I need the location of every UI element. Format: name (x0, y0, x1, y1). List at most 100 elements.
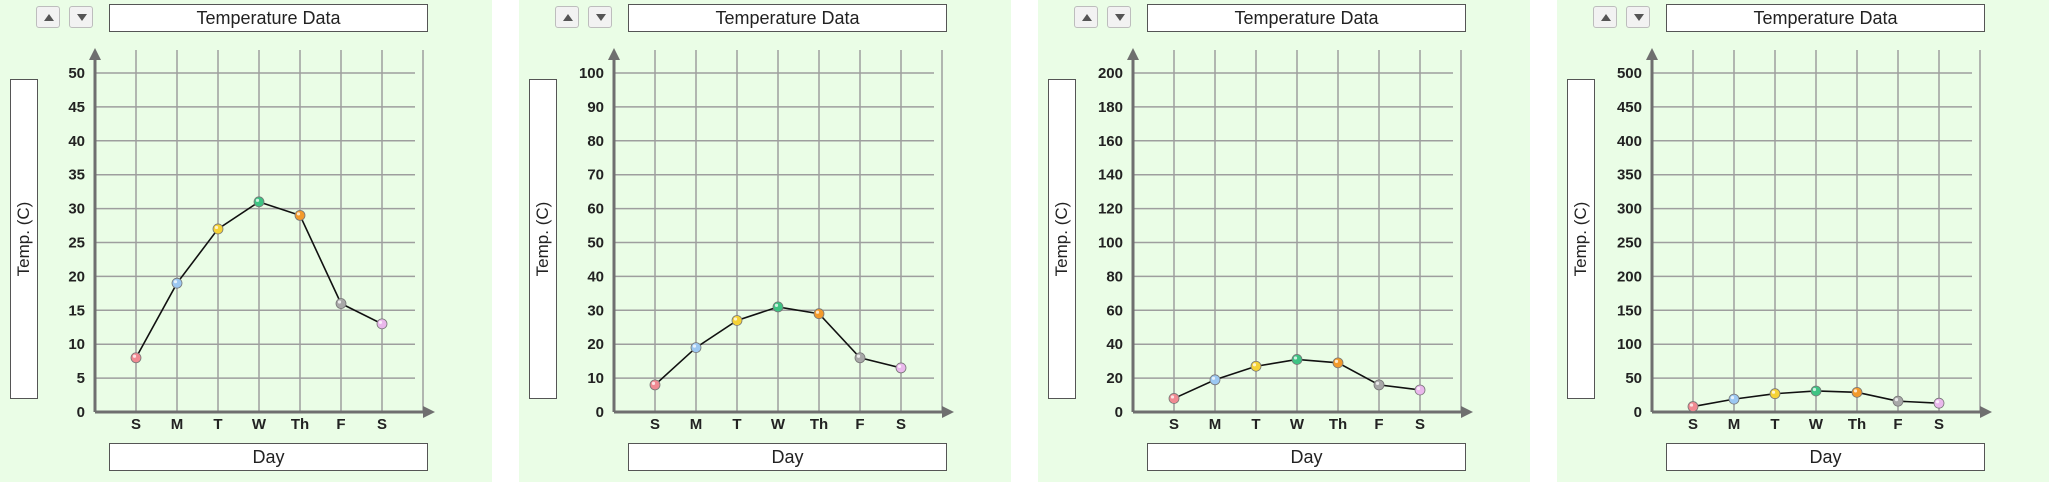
data-point (1332, 357, 1344, 369)
data-point-highlight (1170, 395, 1175, 399)
y-axis-arrow (1646, 48, 1658, 60)
y-tick-label: 180 (1098, 99, 1123, 116)
y-tick-label: 60 (587, 201, 604, 218)
y-tick-label: 50 (1625, 370, 1642, 387)
y-tick-label: 50 (68, 65, 85, 82)
chart-title[interactable]: Temperature Data (109, 4, 428, 32)
y-tick-label: 100 (579, 65, 604, 82)
data-point-highlight (1375, 381, 1380, 385)
data-point (1168, 393, 1180, 404)
y-tick-label: 50 (587, 235, 604, 252)
y-tick-label: 20 (587, 336, 604, 353)
chart-panel-2: Temperature Data Temp. (C) Day 0 10 20 30 40… (519, 0, 1011, 482)
x-tick-label: F (1374, 416, 1383, 433)
x-tick-label: F (1893, 416, 1902, 433)
data-point-highlight (214, 225, 219, 230)
y-tick-label: 100 (1098, 235, 1123, 252)
triangle-up-icon (44, 14, 54, 21)
y-tick-label: 35 (68, 167, 85, 184)
x-axis-label[interactable]: Day (628, 443, 947, 471)
scale-down-button[interactable] (1626, 6, 1650, 28)
scale-down-button[interactable] (69, 6, 93, 28)
y-tick-label: 100 (1617, 336, 1642, 353)
data-point (1728, 393, 1740, 405)
x-axis-label[interactable]: Day (1147, 443, 1466, 471)
data-point-highlight (296, 212, 301, 216)
data-point (130, 352, 142, 364)
y-tick-label: 30 (68, 201, 85, 218)
x-tick-label: M (690, 416, 703, 433)
scale-up-button[interactable] (1593, 6, 1617, 28)
x-tick-label: W (1809, 416, 1824, 433)
x-tick-label: T (213, 416, 222, 433)
triangle-down-icon (596, 14, 606, 21)
data-point (335, 298, 347, 309)
data-point-highlight (692, 344, 697, 348)
y-tick-label: 250 (1617, 235, 1642, 252)
scale-down-button[interactable] (588, 6, 612, 28)
data-point-highlight (1894, 398, 1899, 402)
scale-up-button[interactable] (555, 6, 579, 28)
x-tick-label: W (1290, 416, 1305, 433)
data-point (731, 315, 743, 326)
x-tick-label: M (1728, 416, 1741, 433)
y-axis-label-box[interactable]: Temp. (C) (529, 79, 557, 399)
data-point-highlight (1293, 356, 1298, 360)
data-point-highlight (897, 364, 902, 369)
x-axis-arrow (1980, 406, 1992, 418)
chart-title[interactable]: Temperature Data (1147, 4, 1466, 32)
x-axis-arrow (1461, 406, 1473, 418)
chart-panel-3: Temperature Data Temp. (C) Day 0 20 40 60 80… (1038, 0, 1530, 482)
y-tick-label: 80 (587, 133, 604, 150)
y-tick-label: 140 (1098, 167, 1123, 184)
data-point-highlight (255, 198, 260, 202)
triangle-up-icon (563, 14, 573, 21)
y-tick-label: 200 (1098, 65, 1123, 82)
data-point (1769, 388, 1781, 400)
x-tick-label: S (650, 416, 660, 433)
data-point (813, 308, 825, 320)
y-axis-arrow (608, 48, 620, 60)
data-point (1892, 395, 1904, 407)
y-tick-label: 40 (1106, 336, 1123, 353)
y-tick-label: 80 (1106, 268, 1123, 285)
x-tick-label: W (252, 416, 267, 433)
y-axis-label-box[interactable]: Temp. (C) (10, 79, 38, 399)
y-tick-label: 350 (1617, 167, 1642, 184)
x-axis-label[interactable]: Day (1666, 443, 1985, 471)
x-tick-label: W (771, 416, 786, 433)
x-tick-label: Th (1848, 416, 1866, 433)
y-tick-label: 90 (587, 99, 604, 116)
x-tick-label: S (377, 416, 387, 433)
x-axis-arrow (942, 406, 954, 418)
chart-panel-1: Temperature Data Temp. (C) Day 0 5 10 15 20 2… (0, 0, 492, 482)
data-point (895, 362, 907, 374)
y-tick-label: 450 (1617, 99, 1642, 116)
x-tick-label: T (1251, 416, 1260, 433)
scale-down-button[interactable] (1107, 6, 1131, 28)
data-point (376, 318, 388, 330)
data-point (1250, 360, 1262, 372)
y-tick-label: 0 (1115, 404, 1123, 421)
y-tick-label: 70 (587, 167, 604, 184)
y-axis-label-box[interactable]: Temp. (C) (1567, 79, 1595, 399)
y-tick-label: 30 (587, 302, 604, 319)
y-axis-label-box[interactable]: Temp. (C) (1048, 79, 1076, 399)
x-axis-label[interactable]: Day (109, 443, 428, 471)
triangle-down-icon (77, 14, 87, 21)
y-tick-label: 15 (68, 302, 85, 319)
x-tick-label: S (1934, 416, 1944, 433)
data-point (1414, 384, 1426, 396)
y-tick-label: 500 (1617, 65, 1642, 82)
scale-up-button[interactable] (1074, 6, 1098, 28)
data-point (294, 209, 306, 221)
chart-title[interactable]: Temperature Data (628, 4, 947, 32)
x-tick-label: M (171, 416, 184, 433)
data-point-highlight (1853, 389, 1858, 393)
scale-up-button[interactable] (36, 6, 60, 28)
y-tick-label: 0 (1634, 404, 1642, 421)
line-chart: 0 5 10 15 20 25 30 35 40 45 50 S M T W Th F S (68, 48, 435, 433)
chart-title[interactable]: Temperature Data (1666, 4, 1985, 32)
y-axis-arrow (1127, 48, 1139, 60)
data-point-highlight (337, 300, 342, 304)
